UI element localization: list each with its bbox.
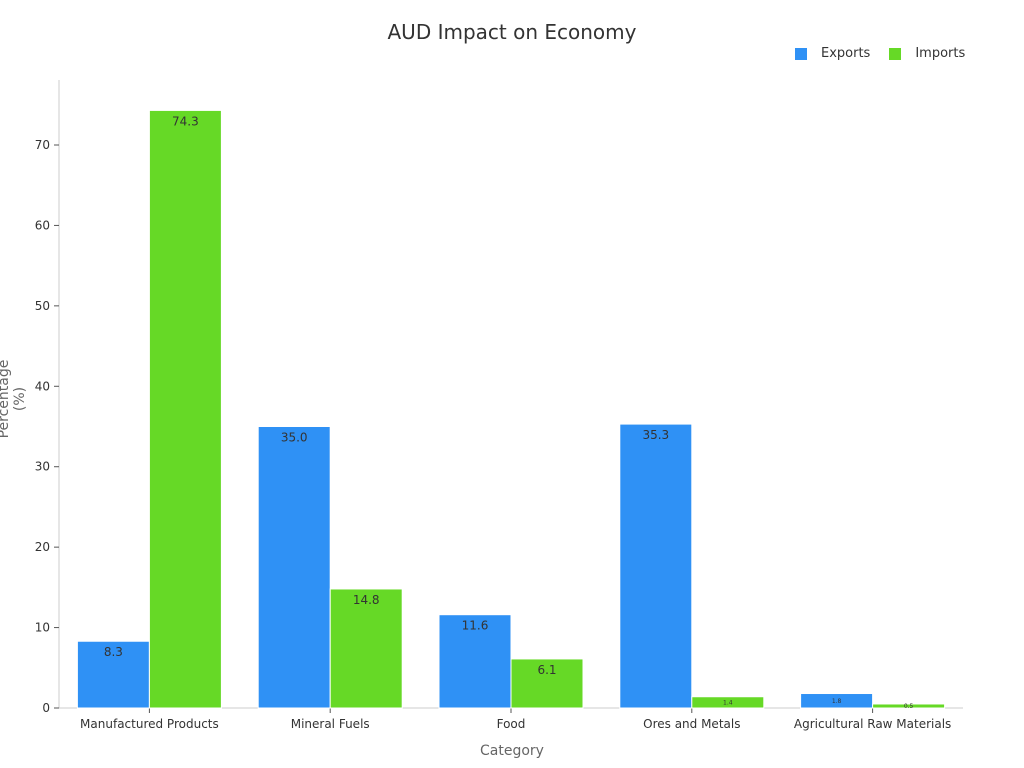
y-tick-label: 40 bbox=[35, 379, 50, 393]
bar-imports[interactable] bbox=[329, 588, 403, 709]
bar-value-label: 11.6 bbox=[462, 619, 489, 633]
bar-imports[interactable] bbox=[148, 109, 222, 709]
bar-imports[interactable] bbox=[872, 703, 946, 709]
bar-value-label: 74.3 bbox=[172, 114, 199, 128]
y-tick-label: 70 bbox=[35, 138, 50, 152]
y-tick-label: 10 bbox=[35, 621, 50, 635]
chart-title: AUD Impact on Economy bbox=[387, 20, 637, 44]
bar-exports[interactable] bbox=[619, 423, 693, 709]
bar-value-label: 6.1 bbox=[537, 663, 556, 677]
legend-item-imports[interactable]: Imports bbox=[889, 46, 965, 61]
bar-exports[interactable] bbox=[800, 693, 874, 709]
bar-imports[interactable] bbox=[510, 658, 584, 709]
y-tick-label: 50 bbox=[35, 299, 50, 313]
bar-value-label: 35.3 bbox=[642, 428, 669, 442]
bar-value-label: 1.8 bbox=[832, 698, 842, 705]
legend-swatch-imports bbox=[889, 47, 902, 60]
y-tick-label: 20 bbox=[35, 540, 50, 554]
bar-value-label: 0.5 bbox=[904, 703, 914, 710]
x-tick-label: Mineral Fuels bbox=[291, 717, 370, 731]
y-tick-label: 0 bbox=[42, 701, 50, 715]
bar-value-label: 1.4 bbox=[723, 699, 733, 706]
x-tick-label: Ores and Metals bbox=[643, 717, 740, 731]
bar-exports[interactable] bbox=[438, 614, 512, 709]
bar-value-label: 35.0 bbox=[281, 431, 308, 445]
x-tick-label: Agricultural Raw Materials bbox=[794, 717, 951, 731]
bar-exports[interactable] bbox=[257, 426, 331, 709]
legend-swatch-exports bbox=[795, 47, 807, 60]
y-axis-label: Percentage (%) bbox=[0, 359, 28, 439]
bar-exports[interactable] bbox=[76, 640, 150, 709]
legend-label-exports: Exports bbox=[821, 46, 871, 61]
legend: Exports Imports bbox=[795, 46, 984, 61]
x-tick-label: Food bbox=[497, 717, 526, 731]
bar-value-label: 8.3 bbox=[104, 645, 123, 659]
bar-value-label: 14.8 bbox=[353, 593, 380, 607]
legend-label-imports: Imports bbox=[915, 46, 966, 61]
y-tick-label: 60 bbox=[35, 218, 50, 232]
bar-imports[interactable] bbox=[691, 696, 765, 709]
legend-item-exports[interactable]: Exports bbox=[795, 46, 870, 61]
x-axis-label: Category bbox=[480, 743, 544, 759]
x-tick-label: Manufactured Products bbox=[80, 717, 219, 731]
y-tick-label: 30 bbox=[35, 460, 50, 474]
